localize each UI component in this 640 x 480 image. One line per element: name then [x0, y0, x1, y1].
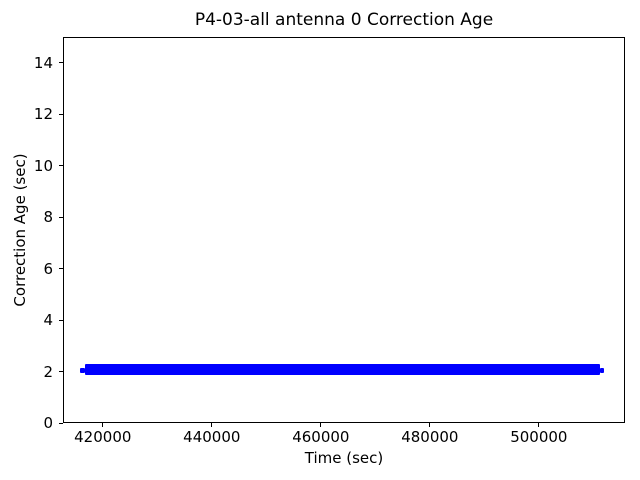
y-tick — [59, 62, 63, 64]
y-tick — [59, 268, 63, 270]
y-tick-label: 2 — [43, 362, 53, 381]
x-tick-label: 460000 — [292, 428, 350, 446]
y-tick — [59, 216, 63, 218]
x-tick-label: 440000 — [183, 428, 241, 446]
x-tick-label: 420000 — [74, 428, 132, 446]
x-tick-label: 480000 — [401, 428, 459, 446]
series-endcap-left — [79, 368, 85, 373]
y-tick-label: 10 — [33, 156, 53, 175]
series-endcap-right — [599, 368, 604, 373]
plot-area — [63, 37, 625, 423]
x-axis-label: Time (sec) — [304, 449, 384, 467]
y-tick — [59, 113, 63, 115]
y-tick — [59, 319, 63, 321]
x-tick — [211, 423, 213, 427]
y-tick-label: 14 — [33, 53, 53, 72]
x-tick — [429, 423, 431, 427]
x-tick — [102, 423, 104, 427]
chart-title: P4-03-all antenna 0 Correction Age — [194, 10, 494, 30]
y-tick-label: 8 — [43, 208, 53, 227]
y-axis-label-text: Correction Age (sec) — [11, 153, 29, 307]
x-tick — [320, 423, 322, 427]
y-tick-label: 4 — [43, 311, 53, 330]
y-tick-label: 0 — [43, 414, 53, 432]
y-tick — [59, 371, 63, 373]
y-tick — [59, 165, 63, 167]
y-tick-label: 6 — [43, 259, 53, 278]
y-tick — [59, 422, 63, 424]
x-tick — [538, 423, 540, 427]
series-band-main — [84, 364, 600, 375]
y-tick-label: 12 — [33, 105, 53, 124]
x-tick-label: 500000 — [510, 428, 568, 446]
